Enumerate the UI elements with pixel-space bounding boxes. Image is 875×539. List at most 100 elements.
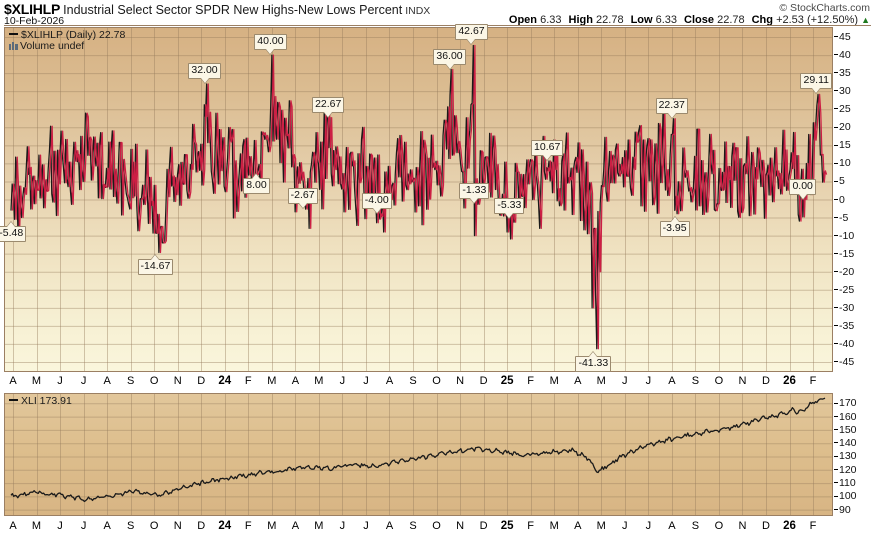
x-axis-tick-label: N	[456, 375, 465, 387]
tick-mark-icon	[834, 162, 838, 164]
chart-title: $XLIHLP Industrial Select Sector SPDR New…	[4, 1, 430, 19]
x-axis-tick-label: N	[456, 520, 465, 532]
y-axis-tick-label: 110	[839, 477, 856, 490]
x-axis-tick-label: 26	[783, 375, 796, 387]
data-point-callout: 36.00	[433, 48, 466, 69]
callout-pointer-icon	[298, 203, 307, 209]
tick-mark-icon	[834, 343, 838, 345]
x-axis-tick-label: A	[103, 375, 111, 387]
x-axis-tick-label: J	[645, 375, 652, 387]
x-axis-tick-label: D	[762, 520, 770, 532]
data-point-callout: -14.67	[137, 255, 174, 276]
x-axis-tick-label: F	[809, 375, 817, 387]
y-axis-tick-label: 150	[839, 423, 857, 436]
lower-chart-gridlines	[5, 394, 832, 515]
x-axis-tick-label: A	[291, 520, 300, 532]
main-chart-gridlines	[5, 28, 832, 371]
data-point-callout: -2.67	[287, 188, 318, 209]
x-axis-tick-label: O	[432, 375, 441, 387]
data-point-callout: 40.00	[254, 34, 287, 55]
y-axis-tick-label: 130	[839, 450, 857, 463]
x-axis-tick-label: A	[9, 520, 17, 532]
legend-item: $XLIHLP (Daily) 22.78	[9, 30, 125, 41]
open-label: Open	[508, 14, 538, 26]
callout-pointer-icon	[324, 111, 333, 117]
x-axis-tick-label: D	[479, 520, 488, 532]
x-axis-tick-label: A	[9, 375, 17, 387]
y-axis-tick: 100	[834, 491, 857, 502]
x-axis-tick-label: N	[173, 375, 182, 387]
x-axis-tick-label: J	[80, 520, 87, 532]
callout-pointer-icon	[505, 212, 514, 218]
data-point-callout: 0.00	[789, 178, 816, 199]
y-axis-tick-label: 170	[839, 397, 857, 410]
callout-pointer-icon	[589, 351, 598, 357]
main-chart-legend: $XLIHLP (Daily) 22.78 Volume undef	[9, 30, 125, 52]
callout-pointer-icon	[372, 207, 381, 213]
lower-series-line	[11, 398, 825, 501]
symbol-ticker: $XLIHLP	[4, 1, 61, 17]
legend-item-label: $XLIHLP (Daily) 22.78	[21, 29, 126, 41]
x-axis-tick-label: N	[738, 520, 747, 532]
y-axis-tick-label: 15	[839, 139, 851, 152]
x-axis-tick-label: D	[197, 520, 206, 532]
y-axis-tick-label: 160	[839, 410, 857, 423]
x-axis-tick-label: F	[527, 520, 535, 532]
symbol-name: Industrial Select Sector SPDR New Highs-…	[63, 3, 403, 17]
x-axis-tick-label: N	[738, 375, 747, 387]
y-axis-tick: 10	[834, 158, 851, 169]
brand-watermark: © StockCharts.com	[779, 2, 870, 14]
x-axis-tick-label: J	[363, 520, 369, 532]
x-axis-tick-label: O	[432, 520, 441, 532]
y-axis-tick-label: -10	[839, 229, 855, 242]
x-axis-tick-label: M	[314, 520, 324, 532]
x-axis-tick-label: J	[622, 520, 628, 532]
y-axis-tick-label: 30	[839, 85, 851, 98]
x-axis-tick-label: J	[622, 375, 628, 387]
x-axis-tick-label: A	[385, 520, 394, 532]
y-axis-tick-label: 40	[839, 49, 851, 62]
x-axis-tick-label: D	[197, 375, 206, 387]
x-axis-tick-label: 25	[500, 520, 514, 532]
data-point-callout: -4.00	[361, 192, 392, 213]
x-axis-tick-label: F	[244, 520, 252, 532]
y-axis-tick: 90	[834, 504, 851, 515]
x-axis-tick-label: 24	[218, 375, 232, 387]
x-axis-tick-label: M	[596, 520, 606, 532]
x-axis-tick-label: J	[80, 375, 87, 387]
y-axis-tick: -35	[834, 321, 854, 331]
x-axis-tick-label: 25	[500, 375, 514, 387]
y-axis-tick: 25	[834, 104, 851, 114]
x-axis-tick-label: M	[596, 375, 606, 387]
main-chart-panel[interactable]	[4, 27, 833, 372]
x-axis-tick-label: A	[574, 520, 582, 532]
line-swatch-icon	[9, 33, 18, 36]
tick-mark-icon	[834, 361, 838, 363]
close-value: 22.78	[717, 14, 745, 26]
y-axis-tick: 160	[834, 410, 857, 423]
tick-mark-icon	[834, 469, 838, 470]
main-chart-x-axis: A M J J A S O N D 24 F M A M J J A S O N D 25 F M A M J J A S O N D 26 F	[4, 373, 833, 391]
data-point-callout: 29.11	[800, 73, 832, 94]
callout-pointer-icon	[151, 255, 160, 261]
x-axis-tick-label: M	[549, 375, 559, 387]
x-axis-tick-label: A	[668, 375, 676, 387]
callout-pointer-icon	[252, 173, 261, 179]
low-value: 6.33	[655, 14, 678, 26]
callout-pointer-icon	[467, 39, 476, 45]
chart-header: $XLIHLP Industrial Select Sector SPDR New…	[0, 0, 875, 27]
header-divider	[4, 25, 871, 26]
symbol-kind: INDX	[405, 5, 431, 17]
x-axis-tick-label: M	[314, 375, 324, 387]
y-axis-tick-label: 5	[839, 175, 845, 188]
lower-chart-panel[interactable]	[4, 393, 833, 516]
x-axis-tick-label: M	[267, 375, 277, 387]
tick-mark-icon	[834, 270, 838, 272]
high-value: 22.78	[596, 14, 624, 26]
tick-mark-icon	[834, 415, 838, 417]
y-axis-tick: -10	[834, 229, 855, 242]
data-point-callout: -3.95	[659, 216, 690, 237]
y-axis-tick-label: -35	[839, 319, 855, 332]
x-axis-tick-label: F	[527, 375, 535, 387]
